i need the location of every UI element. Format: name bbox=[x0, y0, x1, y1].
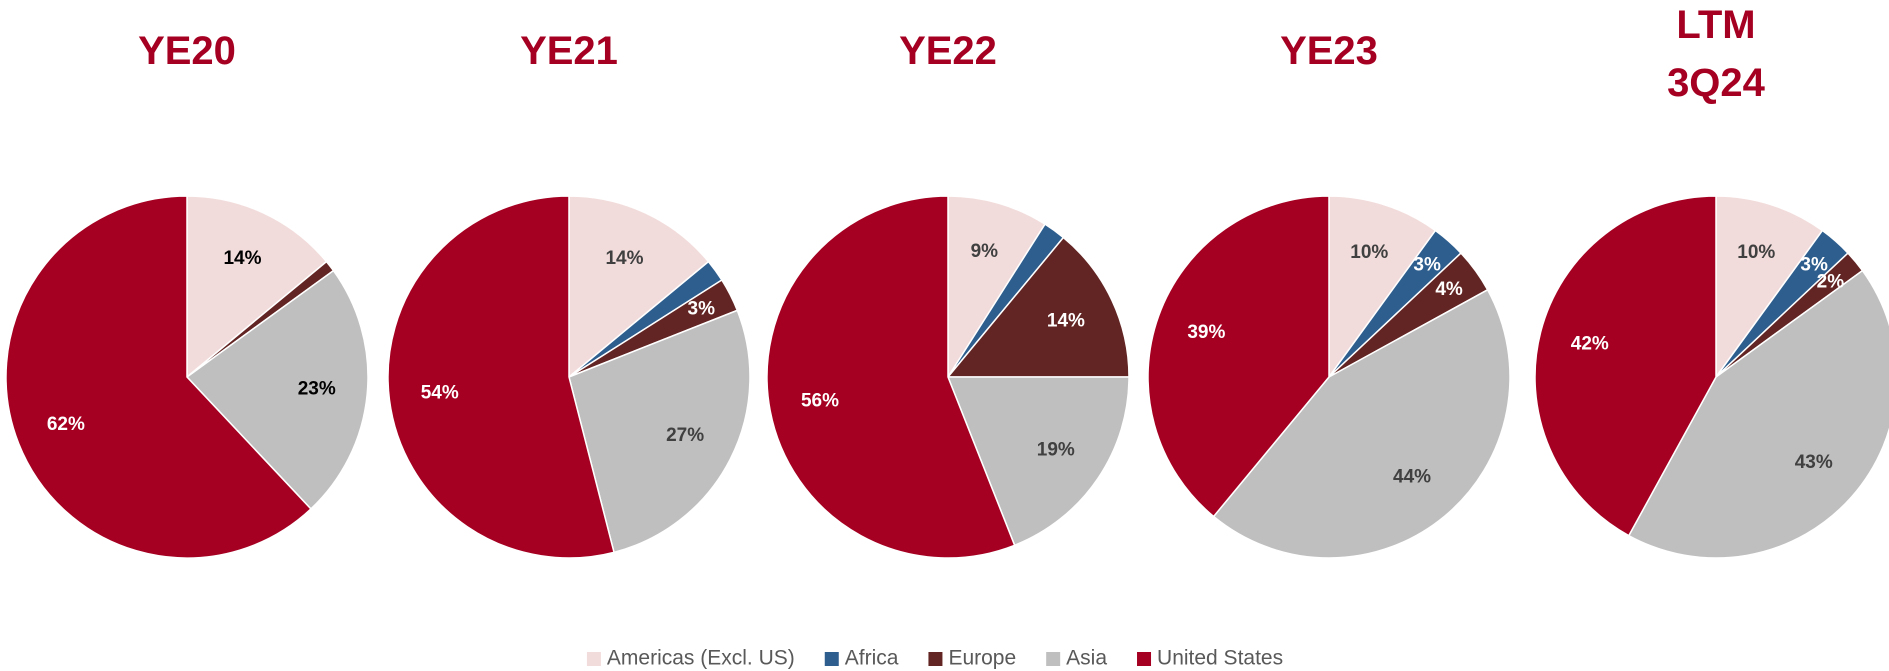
legend-text: Africa bbox=[845, 647, 899, 670]
pie-slice bbox=[766, 195, 1016, 559]
chart-title: YE21 bbox=[520, 29, 618, 73]
slice-label: 9% bbox=[971, 241, 999, 262]
pie-slice bbox=[946, 236, 1130, 378]
slice-label: 44% bbox=[1393, 466, 1431, 487]
legend-text: Europe bbox=[948, 647, 1016, 670]
pie-slice bbox=[947, 195, 1047, 380]
slice-label: 3% bbox=[1413, 255, 1441, 276]
legend-swatch bbox=[1137, 652, 1152, 666]
pie-slice bbox=[185, 269, 369, 511]
slice-label: 10% bbox=[1350, 242, 1388, 263]
slice-label: 10% bbox=[1737, 242, 1775, 263]
pie-slice bbox=[1212, 288, 1511, 559]
legend: Americas (Excl. US) Africa Europe Asia Unite… bbox=[586, 647, 1283, 670]
chart-title: LTM 3Q24 bbox=[1667, 3, 1765, 105]
pie-slice bbox=[946, 376, 1130, 547]
chart-title: YE22 bbox=[899, 29, 997, 73]
pie-slice bbox=[568, 309, 751, 554]
pie-slice bbox=[387, 195, 615, 559]
pie-slice bbox=[568, 195, 710, 379]
slice-label: 23% bbox=[298, 378, 336, 399]
pie-slice bbox=[5, 195, 312, 559]
slice-label: 56% bbox=[801, 390, 839, 411]
slice-label: 4% bbox=[1435, 279, 1463, 300]
pie-slice bbox=[1534, 195, 1717, 537]
legend-text: United States bbox=[1157, 647, 1283, 670]
pie-slice bbox=[1328, 195, 1437, 380]
legend-swatch bbox=[928, 652, 943, 666]
slice-label: 19% bbox=[1037, 439, 1075, 460]
slice-label: 14% bbox=[605, 248, 643, 269]
pie-slice bbox=[186, 195, 328, 379]
slice-label: 14% bbox=[223, 248, 261, 269]
pie-slice bbox=[1627, 269, 1889, 559]
slice-label: 42% bbox=[1571, 334, 1609, 355]
slice-label: 43% bbox=[1795, 452, 1833, 473]
pie-slice bbox=[1715, 195, 1824, 380]
slice-label: 54% bbox=[421, 382, 459, 403]
legend-text: Americas (Excl. US) bbox=[607, 647, 795, 670]
slice-label: 3% bbox=[688, 299, 716, 320]
legend-text: Asia bbox=[1066, 647, 1107, 670]
slice-label: 39% bbox=[1187, 322, 1225, 343]
slice-label: 62% bbox=[47, 414, 85, 435]
chart-title: YE20 bbox=[138, 29, 236, 73]
slice-label: 3% bbox=[1800, 255, 1828, 276]
chart-title: YE23 bbox=[1280, 29, 1378, 73]
legend-swatch bbox=[824, 652, 839, 666]
pie-slice bbox=[1147, 195, 1330, 518]
legend-swatch bbox=[1046, 652, 1061, 666]
slice-label: 2% bbox=[1817, 271, 1845, 292]
slice-label: 14% bbox=[1047, 311, 1085, 332]
legend-swatch bbox=[586, 652, 601, 666]
slice-label: 27% bbox=[666, 425, 704, 446]
